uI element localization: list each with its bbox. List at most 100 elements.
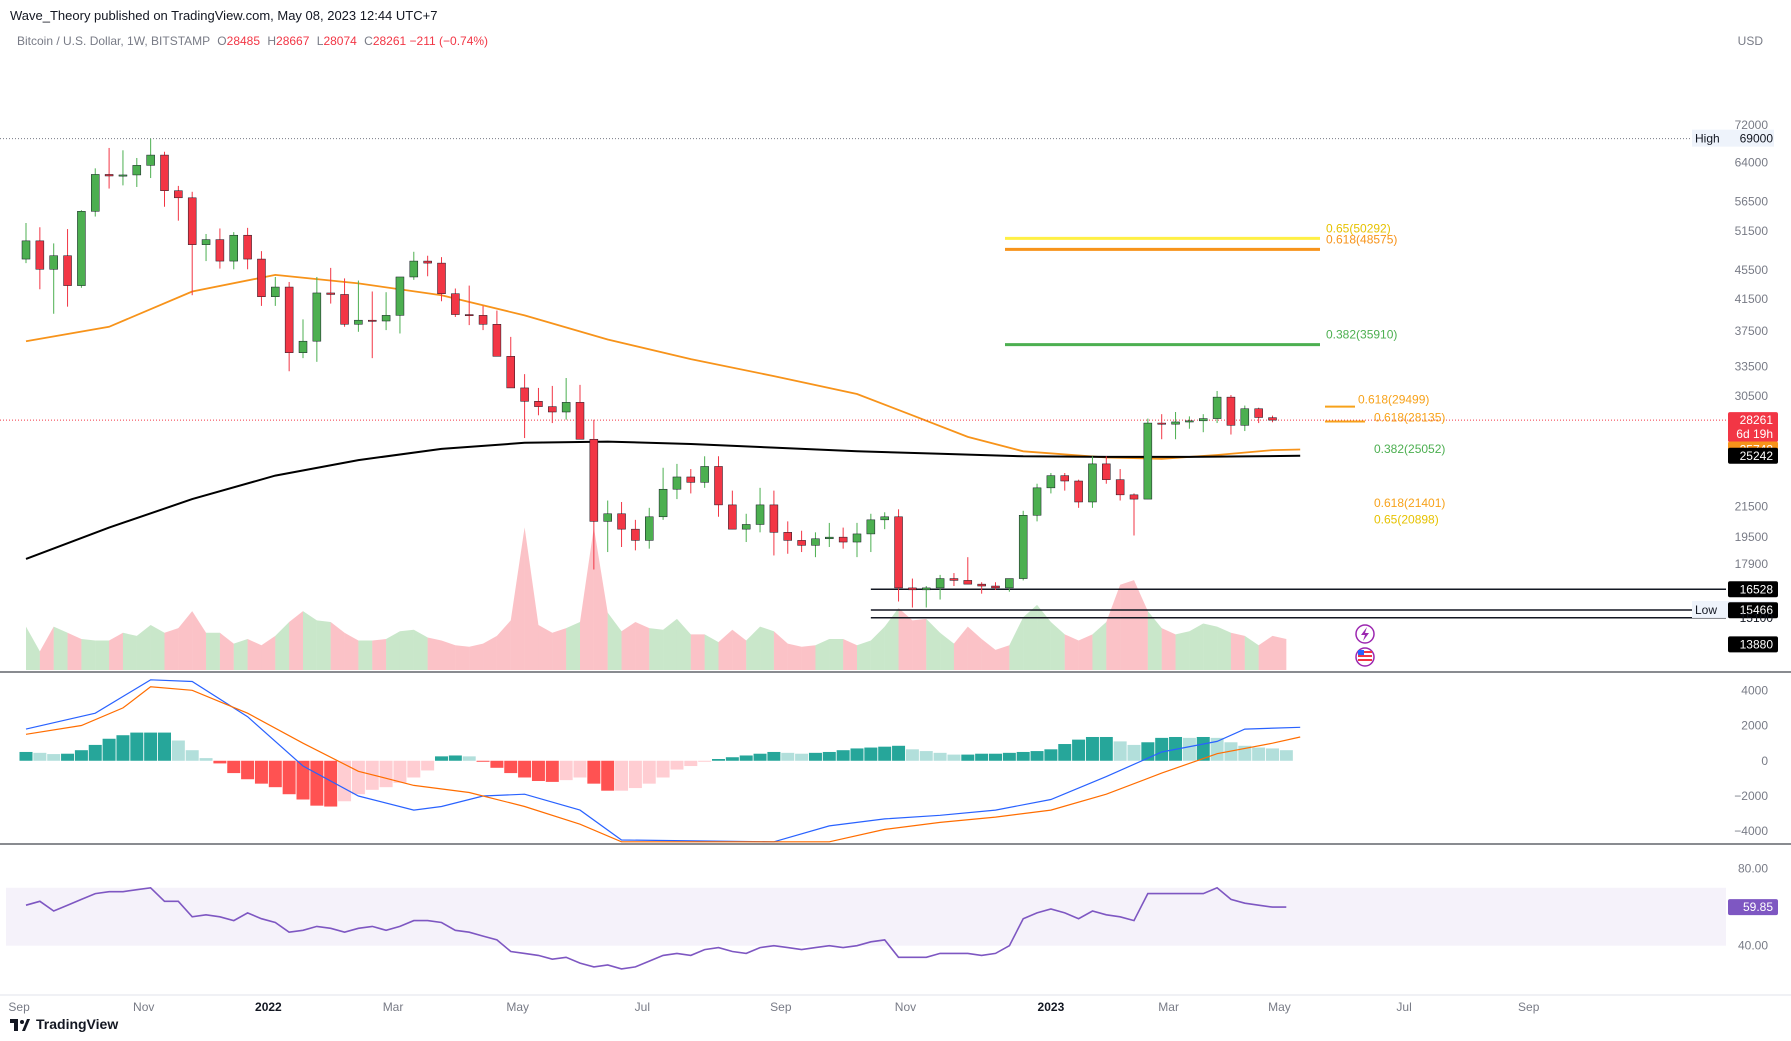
candle[interactable] [381,292,391,331]
candle[interactable] [783,521,792,554]
candle[interactable] [160,151,169,207]
candle[interactable] [838,527,848,549]
candle[interactable] [852,522,862,558]
candle[interactable] [104,147,114,189]
candle[interactable] [561,378,571,420]
candle[interactable] [741,513,751,543]
candle[interactable] [548,385,557,424]
candle[interactable] [1046,472,1056,494]
candle[interactable] [1018,510,1028,581]
candle[interactable] [340,278,349,327]
candle[interactable] [368,291,377,359]
symbol-name[interactable]: Bitcoin / U.S. Dollar, 1W, BITSTAMP [17,34,210,48]
candle[interactable] [326,267,335,304]
rsi-pane[interactable]: 80.00 40.00 59.85 [6,862,1778,970]
candle[interactable] [409,251,419,280]
candle[interactable] [118,150,128,186]
candle[interactable] [631,519,640,551]
candle[interactable] [146,138,155,179]
candle[interactable] [91,168,100,217]
candle[interactable] [229,232,238,270]
candle[interactable] [451,288,460,317]
candle[interactable] [520,374,529,439]
candle[interactable] [187,191,197,296]
candle[interactable] [811,532,820,558]
candle[interactable] [686,469,696,494]
candle[interactable] [506,336,515,389]
us-flag-icon[interactable] [1355,647,1375,667]
candle[interactable] [1143,418,1153,500]
candle[interactable] [464,285,474,326]
candle[interactable] [894,509,903,602]
candle[interactable] [866,513,876,553]
candle[interactable] [672,463,682,500]
candle[interactable] [215,228,225,269]
currency-label[interactable]: USD [1737,34,1763,48]
candle[interactable] [949,573,959,587]
time-axis[interactable]: Sep Nov 2022 Mar May Jul Sep Nov 2023 Mar May Jul Se… [8,1000,1539,1014]
candle[interactable] [1240,405,1250,432]
candle[interactable] [575,384,585,440]
candle[interactable] [492,310,502,357]
candle[interactable] [132,157,142,187]
candle[interactable] [922,586,931,608]
candle[interactable] [284,281,294,372]
macd-pane[interactable]: 4000 2000 0 −2000 −4000 [19,679,1769,843]
candle[interactable] [354,280,363,332]
candle[interactable] [201,233,211,262]
candle[interactable] [478,305,488,331]
candle[interactable] [880,512,889,530]
candle[interactable] [21,223,31,264]
candle[interactable] [1005,578,1014,592]
candle[interactable] [243,227,252,270]
candle[interactable] [298,319,308,359]
candle[interactable] [1129,493,1139,536]
candle[interactable] [645,507,654,549]
candle[interactable] [77,210,86,288]
candle[interactable] [174,185,183,221]
candle[interactable] [1032,483,1042,522]
candle[interactable] [257,251,266,306]
candles[interactable] [21,138,1277,608]
candle[interactable] [769,490,779,556]
candle[interactable] [589,419,599,570]
candle[interactable] [63,229,72,307]
candle[interactable] [35,227,45,290]
candle[interactable] [1268,415,1277,423]
candle[interactable] [991,582,1000,590]
candle[interactable] [977,582,986,594]
candle[interactable] [908,578,917,608]
candle[interactable] [1074,479,1083,508]
candle[interactable] [437,257,446,302]
candle[interactable] [728,490,737,530]
candle[interactable] [1115,469,1125,501]
candle[interactable] [963,557,973,585]
candle[interactable] [1102,456,1111,484]
lightning-icon[interactable] [1355,624,1375,644]
candle[interactable] [755,487,765,533]
candle[interactable] [1254,407,1263,424]
candle[interactable] [395,276,405,334]
candle[interactable] [312,276,322,362]
candle[interactable] [534,387,543,416]
candle[interactable] [1171,411,1180,440]
candle[interactable] [825,522,834,547]
candle[interactable] [935,574,945,600]
candle[interactable] [1199,414,1208,433]
candle[interactable] [658,467,668,520]
candle[interactable] [423,255,432,277]
candle[interactable] [1060,472,1069,491]
tradingview-logo[interactable]: TradingView [10,1016,118,1032]
symbol-legend[interactable]: Bitcoin / U.S. Dollar, 1W, BITSTAMP O284… [17,34,488,48]
candle[interactable] [617,501,626,547]
candle[interactable] [603,500,612,553]
candle[interactable] [1226,395,1236,435]
candle[interactable] [271,276,280,306]
candle[interactable] [700,456,709,488]
candle[interactable] [1088,456,1097,508]
candle[interactable] [797,530,806,553]
indicator-icons[interactable] [1355,624,1375,667]
candle[interactable] [1157,414,1166,440]
candle[interactable] [714,456,723,517]
